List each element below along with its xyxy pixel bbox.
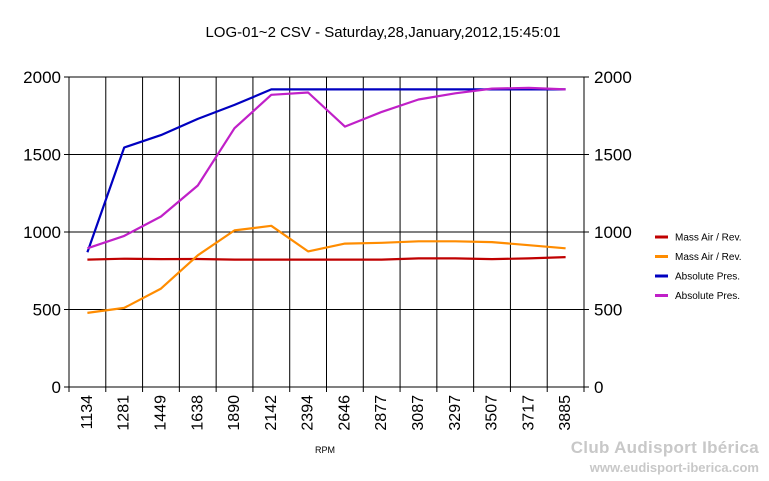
- x-tick-label: 2142: [263, 395, 280, 431]
- x-tick-label: 2394: [300, 395, 317, 431]
- y-axis-right: 0 500 1000 1500 2000: [584, 68, 632, 397]
- legend-label: Mass Air / Rev.: [675, 233, 742, 244]
- x-tick-label: 2877: [373, 395, 390, 431]
- y-tick-label-right: 0: [594, 378, 603, 397]
- x-tick-label: 3087: [410, 395, 427, 431]
- legend-label: Absolute Pres.: [675, 272, 740, 283]
- x-tick-label: 3717: [520, 395, 537, 431]
- series-group: [86, 86, 566, 314]
- x-tick-label: 3507: [484, 395, 501, 431]
- y-tick-label-left: 0: [52, 378, 61, 397]
- y-axis-left: 0 500 1000 1500 2000: [23, 68, 69, 397]
- series-line: [87, 224, 566, 314]
- y-tick-label-left: 2000: [23, 68, 61, 87]
- y-tick-label-right: 1500: [594, 146, 632, 165]
- series-line: [87, 256, 566, 261]
- x-tick-label: 1134: [79, 395, 96, 430]
- watermark-url: www.eudisport-iberica.com: [589, 460, 759, 475]
- y-tick-label-right: 1000: [594, 223, 632, 242]
- x-tick-label: 3297: [447, 395, 464, 431]
- y-tick-label-right: 500: [594, 301, 622, 320]
- x-tick-label: 3885: [557, 395, 574, 431]
- watermark-logo: Club Audisport Ibérica: [570, 438, 759, 457]
- x-tick-label: 1449: [152, 395, 169, 431]
- chart-title: LOG-01~2 CSV - Saturday,28,January,2012,…: [205, 24, 560, 41]
- plot-grid: [68, 76, 585, 388]
- y-tick-label-right: 2000: [594, 68, 632, 87]
- y-tick-label-left: 500: [33, 301, 61, 320]
- x-tick-label: 1890: [226, 395, 243, 431]
- x-tick-label: 2646: [336, 395, 353, 431]
- x-axis-label: RPM: [315, 445, 335, 455]
- y-tick-label-left: 1500: [23, 146, 61, 165]
- legend-label: Mass Air / Rev.: [675, 252, 742, 263]
- x-tick-label: 1281: [116, 395, 133, 431]
- y-tick-label-left: 1000: [23, 223, 61, 242]
- legend: Mass Air / Rev. Mass Air / Rev. Absolute P…: [655, 233, 742, 302]
- x-axis: 1134 1281 1449 1638 1890 2142 2394 2646 2877 3087…: [68, 387, 585, 431]
- watermark: Club Audisport Ibérica www.eudisport-ibe…: [571, 438, 759, 475]
- legend-label: Absolute Pres.: [675, 291, 740, 302]
- series-line: [87, 86, 566, 250]
- x-tick-label: 1638: [189, 395, 206, 431]
